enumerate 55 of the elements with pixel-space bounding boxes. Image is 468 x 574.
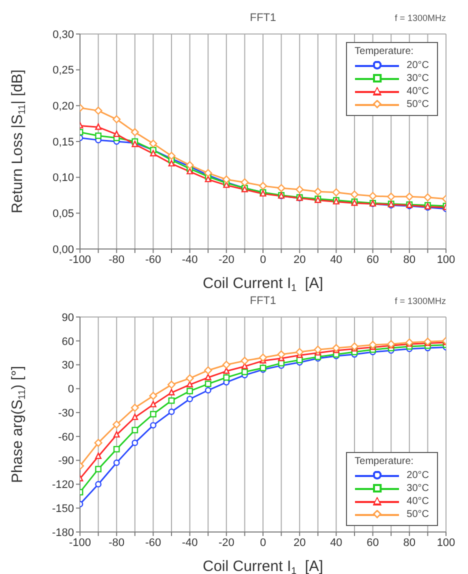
legend-label: 20°C [406,60,429,71]
y-tick-label: 60 [62,336,74,348]
x-tick-label: -100 [68,254,92,266]
y-tick-label: 0,00 [52,244,74,256]
legend-label: 50°C [406,99,429,110]
x-tick-label: 60 [366,536,379,549]
y-tick-label: -180 [52,526,74,539]
y-tick-label: 0,20 [52,100,74,113]
y-tick-label: -150 [52,503,74,516]
x-tick-label: -20 [218,536,234,549]
x-tick-label: -40 [182,254,198,266]
x-tick-label: 100 [436,254,456,266]
x-axis-title: Coil Current I$_{1}$ [A] [202,558,324,574]
legend-label: 20°C [406,470,429,481]
x-tick-label: 0 [260,254,266,266]
x-tick-label: -80 [108,536,125,549]
legend-label: 30°C [406,73,429,84]
y-tick-label: -60 [58,431,74,444]
chart-title: FFT1 [250,295,276,307]
x-tick-label: 60 [366,254,379,266]
x-tick-label: -60 [145,536,162,549]
y-tick-label: 0 [68,384,74,396]
x-tick-label: -60 [145,254,162,266]
legend-label: 50°C [406,509,429,520]
y-tick-label: -120 [52,479,74,492]
x-tick-label: 0 [260,536,266,549]
y-tick-label: 90 [62,312,74,324]
x-tick-label: 80 [403,536,416,549]
x-axis-title: Coil Current I$_{1}$ [A] [202,275,324,294]
y-tick-label: -90 [58,455,74,468]
chart-subtitle: f = 1300MHz [394,296,446,306]
chart-subtitle: f = 1300MHz [394,13,446,23]
x-tick-label: 80 [403,254,416,266]
x-tick-label: 40 [330,536,342,549]
x-tick-label: -40 [182,536,198,549]
x-tick-label: 20 [293,536,306,549]
x-tick-label: -100 [68,536,92,549]
y-tick-label: 30 [62,360,74,372]
y-tick-label: 0,15 [52,136,74,148]
legend-label: 40°C [406,496,429,507]
legend-title: Temperature: [354,456,415,467]
chart-title: FFT1 [250,12,276,24]
y-tick-label: 0,10 [52,172,74,184]
y-tick-label: -30 [58,407,74,420]
x-tick-label: -80 [108,254,125,266]
x-tick-label: 100 [436,536,456,549]
x-tick-label: -20 [218,254,234,266]
y-tick-label: 0,05 [52,208,74,220]
legend-title: Temperature: [354,46,415,57]
y-tick-label: 0,30 [52,28,74,41]
y-tick-label: 0,25 [52,64,74,77]
legend-label: 40°C [406,86,429,97]
x-tick-label: 20 [293,254,306,266]
legend-label: 30°C [406,483,429,494]
x-tick-label: 40 [330,254,342,266]
